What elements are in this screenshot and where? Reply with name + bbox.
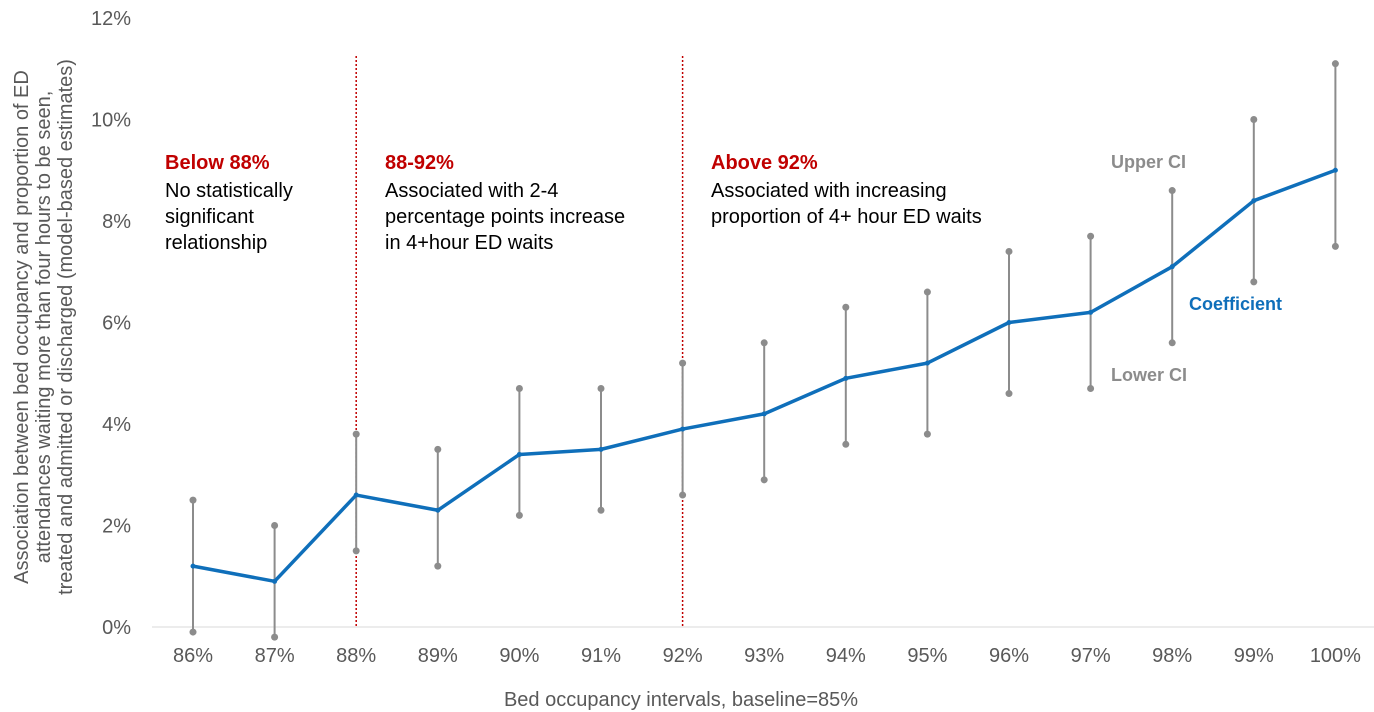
coefficient-point xyxy=(1088,309,1094,315)
coefficient-point xyxy=(1006,320,1012,325)
y-tick-label: 12% xyxy=(91,8,131,30)
upper-ci-point xyxy=(515,384,523,392)
annotation-title: Above 92% xyxy=(711,152,818,174)
coefficient-point xyxy=(680,426,686,432)
x-tick-label: 87% xyxy=(255,645,295,667)
x-tick-label: 91% xyxy=(581,645,621,667)
coefficient-point xyxy=(1251,198,1257,204)
x-tick-label: 97% xyxy=(1071,645,1111,667)
lower-ci-point xyxy=(760,476,768,484)
y-tick-label: 0% xyxy=(102,617,131,639)
coefficient-point xyxy=(435,507,441,513)
x-axis-ticks: 86% 87% 88% 89% 90% 91% 92% 93% 94% 95% 96% 97% 98% 9… xyxy=(173,645,1361,667)
coefficient-point xyxy=(1332,167,1338,173)
coefficient-point xyxy=(272,578,278,584)
y-axis-title-line: Association between bed occupancy and pr… xyxy=(11,70,33,584)
annotation-below88: Below 88% No statistically significant rela… xyxy=(165,152,293,254)
upper-ci-point xyxy=(760,339,768,347)
coefficient-point xyxy=(353,492,359,498)
y-tick-label: 4% xyxy=(102,414,131,436)
annotation-text: relationship xyxy=(165,232,267,254)
series-labels: Upper CI Coefficient Lower CI xyxy=(1111,152,1282,385)
upper-ci-point xyxy=(597,384,605,392)
annotation-text: No statistically xyxy=(165,180,293,202)
y-tick-label: 6% xyxy=(102,313,131,335)
x-axis-title: Bed occupancy intervals, baseline=85% xyxy=(504,689,858,711)
series-label-lower: Lower CI xyxy=(1111,365,1187,385)
upper-ci-point xyxy=(1168,187,1176,195)
x-tick-label: 90% xyxy=(499,645,539,667)
x-tick-label: 96% xyxy=(989,645,1029,667)
upper-ci-point xyxy=(679,359,687,367)
annotation-text: significant xyxy=(165,206,254,228)
coefficient-series xyxy=(190,167,1338,584)
upper-ci-point xyxy=(352,430,360,438)
x-tick-label: 86% xyxy=(173,645,213,667)
coefficient-point xyxy=(1169,264,1175,270)
lower-ci-point xyxy=(842,440,850,448)
annotation-title: 88-92% xyxy=(385,152,454,174)
coefficient-point xyxy=(761,411,767,417)
upper-ci-point xyxy=(842,303,850,311)
coefficient-point xyxy=(843,375,849,381)
lower-ci-point xyxy=(1250,278,1258,286)
annotations: Below 88% No statistically significant rela… xyxy=(165,152,982,254)
y-tick-label: 8% xyxy=(102,211,131,233)
annotation-88to92: 88-92% Associated with 2-4 percentage poin… xyxy=(385,152,625,254)
lower-ci-point xyxy=(923,430,931,438)
lower-ci-point xyxy=(597,506,605,514)
lower-ci-point xyxy=(271,633,279,641)
x-tick-label: 100% xyxy=(1310,645,1361,667)
y-axis-ticks: 0% 2% 4% 6% 8% 10% 12% xyxy=(91,8,131,639)
upper-ci-point xyxy=(1250,116,1258,123)
x-tick-label: 95% xyxy=(907,645,947,667)
x-tick-label: 99% xyxy=(1234,645,1274,667)
confidence-intervals xyxy=(189,60,1339,641)
lower-ci-point xyxy=(1168,339,1176,347)
annotation-text: Associated with 2-4 xyxy=(385,180,558,202)
x-tick-label: 92% xyxy=(663,645,703,667)
x-tick-label: 89% xyxy=(418,645,458,667)
x-tick-label: 93% xyxy=(744,645,784,667)
y-axis-title-line: treated and admitted or discharged (mode… xyxy=(55,59,77,595)
annotation-title: Below 88% xyxy=(165,152,270,174)
upper-ci-point xyxy=(434,445,442,453)
annotation-text: Associated with increasing xyxy=(711,180,947,202)
upper-ci-point xyxy=(1005,247,1013,255)
lower-ci-point xyxy=(189,628,197,636)
y-axis-title: Association between bed occupancy and pr… xyxy=(11,59,77,595)
series-label-upper: Upper CI xyxy=(1111,152,1186,172)
x-tick-label: 94% xyxy=(826,645,866,667)
lower-ci-point xyxy=(434,562,442,570)
y-tick-label: 2% xyxy=(102,516,131,538)
lower-ci-point xyxy=(1087,384,1095,392)
coefficient-point xyxy=(190,563,196,569)
upper-ci-point xyxy=(1087,232,1095,240)
lower-ci-point xyxy=(352,547,360,555)
x-tick-label: 88% xyxy=(336,645,376,667)
lower-ci-point xyxy=(1331,242,1339,250)
threshold-lines xyxy=(355,56,684,627)
lower-ci-point xyxy=(1005,390,1013,398)
coefficient-point xyxy=(516,451,522,457)
annotation-text: proportion of 4+ hour ED waits xyxy=(711,206,982,228)
coefficient-point xyxy=(598,446,604,452)
annotation-text: percentage points increase xyxy=(385,206,625,228)
series-label-coefficient: Coefficient xyxy=(1189,294,1282,314)
upper-ci-point xyxy=(271,522,279,529)
upper-ci-point xyxy=(923,288,931,296)
upper-ci-point xyxy=(1331,60,1339,68)
coefficient-point xyxy=(924,360,930,366)
y-tick-label: 10% xyxy=(91,110,131,132)
lower-ci-point xyxy=(515,511,523,519)
upper-ci-point xyxy=(189,496,197,504)
lower-ci-point xyxy=(679,491,687,499)
annotation-text: in 4+hour ED waits xyxy=(385,232,553,254)
annotation-above92: Above 92% Associated with increasing propo… xyxy=(711,152,982,228)
y-axis-title-line: attendances waiting more than four hours… xyxy=(33,91,55,564)
x-tick-label: 98% xyxy=(1152,645,1192,667)
